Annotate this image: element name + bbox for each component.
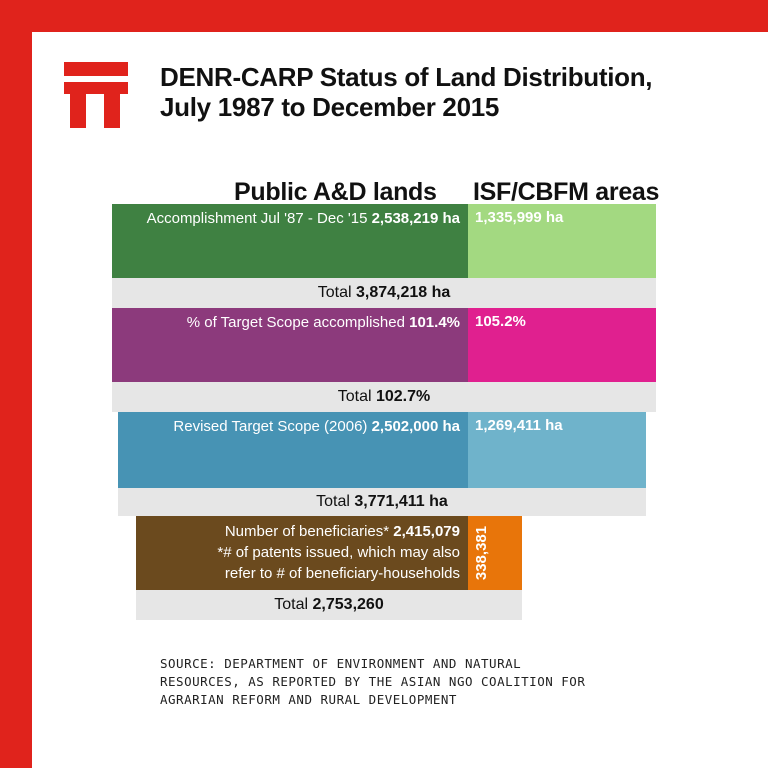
beneficiaries-line-1: Number of beneficiaries* 2,415,079 bbox=[217, 521, 460, 542]
accomplishment-public-value: 2,538,219 ha bbox=[371, 210, 460, 227]
bar-percent-isf bbox=[468, 308, 656, 382]
total-label: Total bbox=[274, 596, 309, 613]
target-public-value: 2,502,000 ha bbox=[371, 418, 460, 435]
total-bar-beneficiaries: Total 2,753,260 bbox=[136, 590, 522, 620]
column-header-isf: ISF/CBFM areas bbox=[473, 178, 660, 206]
percent-isf-value: 105.2% bbox=[475, 313, 526, 330]
publication-logo-icon bbox=[64, 62, 128, 128]
beneficiaries-isf-value: 338,381 bbox=[473, 525, 490, 581]
accomplishment-label: Accomplishment Jul '87 - Dec '15 bbox=[146, 210, 368, 227]
bar-label-accomplishment: Accomplishment Jul '87 - Dec '15 2,538,2… bbox=[147, 209, 460, 229]
bar-target-isf bbox=[468, 412, 646, 488]
target-isf-value: 1,269,411 ha bbox=[475, 417, 563, 434]
chart-title-line-2: July 1987 to December 2015 bbox=[160, 92, 500, 122]
total-value-accomplishment: 3,874,218 ha bbox=[355, 284, 451, 301]
bar-label-beneficiaries: Number of beneficiaries* 2,415,079 *# of… bbox=[217, 521, 460, 584]
percent-label: % of Target Scope accomplished bbox=[186, 314, 405, 331]
column-header-public: Public A&D lands bbox=[234, 178, 437, 206]
total-bar-accomplishment: Total 3,874,218 ha bbox=[112, 278, 656, 308]
source-line-2: RESOURCES, AS REPORTED BY THE ASIAN NGO … bbox=[160, 674, 586, 689]
source-line-1: SOURCE: DEPARTMENT OF ENVIRONMENT AND NA… bbox=[160, 656, 522, 671]
bar-label-percent: % of Target Scope accomplished 101.4% bbox=[187, 313, 460, 333]
source-line-3: AGRARIAN REFORM AND RURAL DEVELOPMENT bbox=[160, 692, 457, 707]
frame-left-bar bbox=[0, 0, 32, 768]
bar-percent-public bbox=[112, 308, 468, 382]
total-value-beneficiaries: 2,753,260 bbox=[312, 596, 384, 613]
target-label: Revised Target Scope (2006) bbox=[173, 418, 368, 435]
bar-target-public bbox=[118, 412, 468, 488]
total-label: Total bbox=[317, 284, 352, 301]
total-label: Total bbox=[316, 493, 350, 510]
chart-title: DENR-CARP Status of Land Distribution, J… bbox=[160, 62, 740, 122]
chart-title-line-1: DENR-CARP Status of Land Distribution, bbox=[160, 62, 653, 92]
bar-label-target: Revised Target Scope (2006) 2,502,000 ha bbox=[173, 417, 460, 437]
beneficiaries-label: Number of beneficiaries* bbox=[224, 523, 390, 540]
total-label: Total bbox=[337, 388, 372, 405]
frame-top-bar bbox=[0, 0, 768, 32]
bar-beneficiaries-isf bbox=[468, 516, 522, 590]
source-note: SOURCE: DEPARTMENT OF ENVIRONMENT AND NA… bbox=[160, 655, 720, 709]
bar-accomplishment-public bbox=[112, 204, 468, 278]
bar-accomplishment-isf bbox=[468, 204, 656, 278]
total-bar-target: Total 3,771,411 ha bbox=[118, 488, 646, 516]
beneficiaries-public-value: 2,415,079 bbox=[393, 523, 460, 540]
accomplishment-isf-value: 1,335,999 ha bbox=[475, 209, 564, 226]
percent-public-value: 101.4% bbox=[409, 314, 460, 331]
total-value-target: 3,771,411 ha bbox=[354, 493, 448, 510]
total-bar-percent: Total 102.7% bbox=[112, 382, 656, 412]
beneficiaries-note-line-2: refer to # of beneficiary-households bbox=[224, 565, 460, 582]
bar-beneficiaries-public bbox=[136, 516, 468, 590]
total-value-percent: 102.7% bbox=[375, 388, 431, 405]
beneficiaries-note-line-1: *# of patents issued, which may also bbox=[217, 544, 460, 561]
